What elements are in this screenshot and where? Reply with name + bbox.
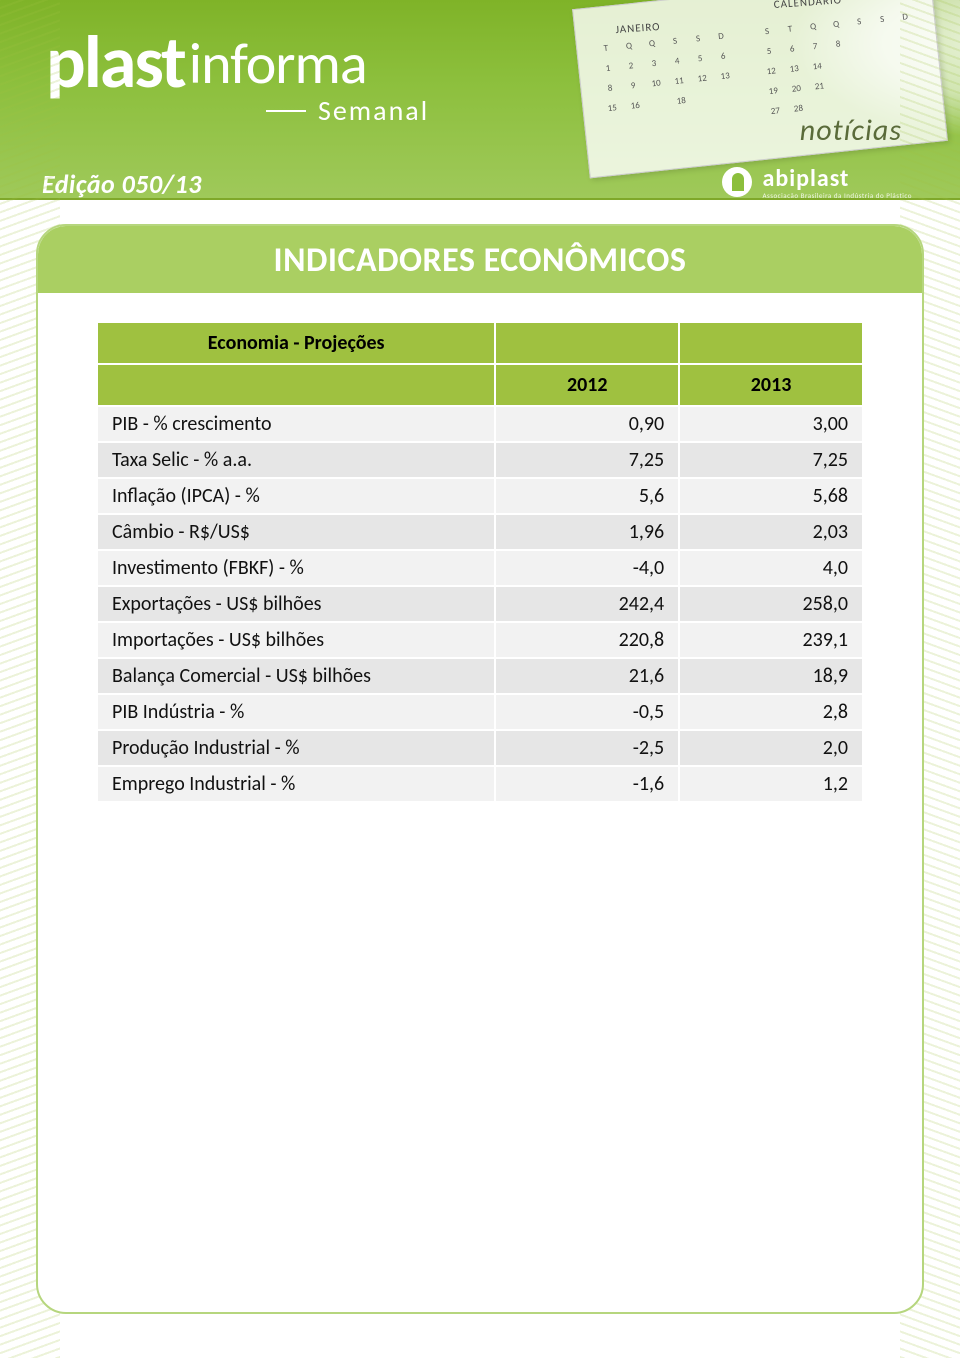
row-value-2012: 242,4 [495,586,679,622]
row-value-2012: 0,90 [495,406,679,442]
table-row: Inflação (IPCA) - %5,65,68 [97,478,863,514]
brand-main: plast [46,29,185,96]
row-label: Importações - US$ bilhões [97,622,495,658]
calendar-decoration: JANEIRO CALENDARIO FEVEREIRO TQQSSD STQQ… [572,0,948,178]
tagline: Semanal [318,93,429,128]
edition-label: Edição 050/13 [42,168,202,200]
table-row: Importações - US$ bilhões220,8239,1 [97,622,863,658]
panel-title: INDICADORES ECONÔMICOS [38,240,922,281]
row-label: PIB - % crescimento [97,406,495,442]
row-label: Investimento (FBKF) - % [97,550,495,586]
table-col-header: 2012 [495,364,679,406]
row-value-2013: 7,25 [679,442,863,478]
row-value-2012: -0,5 [495,694,679,730]
row-label: Balança Comercial - US$ bilhões [97,658,495,694]
calendar-month-label: CALENDARIO [773,0,842,11]
partner-logo-sub: Associação Brasileira da Indústria do Pl… [762,191,912,200]
brand-block: plastinforma Semanal [46,28,441,128]
row-label: Taxa Selic - % a.a. [97,442,495,478]
row-value-2012: -2,5 [495,730,679,766]
row-value-2012: 5,6 [495,478,679,514]
row-value-2012: 7,25 [495,442,679,478]
table-row: PIB - % crescimento0,903,00 [97,406,863,442]
table-col-empty [495,322,679,364]
page-body: INDICADORES ECONÔMICOS Economia - Projeç… [0,200,960,1358]
row-value-2013: 258,0 [679,586,863,622]
row-label: Emprego Industrial - % [97,766,495,802]
row-value-2012: -1,6 [495,766,679,802]
table-container: Economia - Projeções 2012 2013 PIB - % c… [38,293,922,823]
row-value-2012: -4,0 [495,550,679,586]
brand-sub: informa [189,28,367,99]
partner-logo: abiplast Associação Brasileira da Indúst… [722,164,912,200]
row-value-2013: 2,8 [679,694,863,730]
table-col-empty [97,364,495,406]
table-section-header: Economia - Projeções [97,322,495,364]
table-row: Investimento (FBKF) - %-4,04,0 [97,550,863,586]
divider [266,110,306,112]
row-value-2013: 2,0 [679,730,863,766]
header: JANEIRO CALENDARIO FEVEREIRO TQQSSD STQQ… [0,0,960,200]
projections-table: Economia - Projeções 2012 2013 PIB - % c… [96,321,864,803]
row-label: Produção Industrial - % [97,730,495,766]
row-label: Inflação (IPCA) - % [97,478,495,514]
row-value-2012: 220,8 [495,622,679,658]
table-row: Exportações - US$ bilhões242,4258,0 [97,586,863,622]
table-row: Emprego Industrial - %-1,61,2 [97,766,863,802]
table-row: Taxa Selic - % a.a.7,257,25 [97,442,863,478]
row-value-2013: 239,1 [679,622,863,658]
indicators-panel: INDICADORES ECONÔMICOS Economia - Projeç… [36,224,924,1314]
row-value-2013: 2,03 [679,514,863,550]
row-label: PIB Indústria - % [97,694,495,730]
row-value-2012: 21,6 [495,658,679,694]
row-value-2013: 18,9 [679,658,863,694]
table-col-header: 2013 [679,364,863,406]
table-row: Produção Industrial - %-2,52,0 [97,730,863,766]
noticias-label: notícias [800,112,902,149]
panel-title-bar: INDICADORES ECONÔMICOS [38,226,922,293]
table-row: Câmbio - R$/US$1,962,03 [97,514,863,550]
row-value-2013: 5,68 [679,478,863,514]
table-row: Balança Comercial - US$ bilhões21,618,9 [97,658,863,694]
table-row: PIB Indústria - %-0,52,8 [97,694,863,730]
row-value-2013: 1,2 [679,766,863,802]
row-value-2013: 4,0 [679,550,863,586]
row-value-2013: 3,00 [679,406,863,442]
abiplast-icon [722,167,752,197]
row-label: Exportações - US$ bilhões [97,586,495,622]
calendar-month-label: JANEIRO [615,20,661,36]
row-value-2012: 1,96 [495,514,679,550]
table-col-empty [679,322,863,364]
partner-logo-text: abiplast [762,164,849,193]
row-label: Câmbio - R$/US$ [97,514,495,550]
